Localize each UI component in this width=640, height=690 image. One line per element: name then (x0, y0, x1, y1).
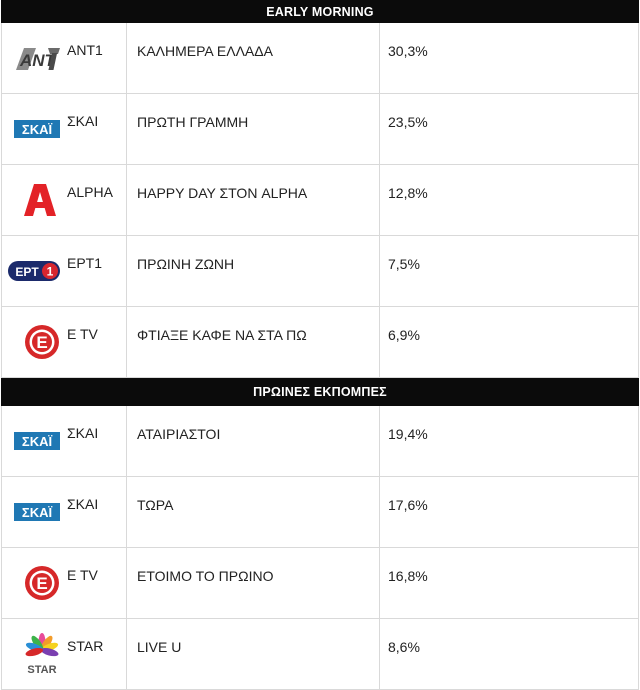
ert-logo-number: 1 (47, 265, 54, 279)
channel-name: ALPHA (67, 184, 113, 200)
share-cell: 19,4% (379, 405, 639, 477)
share-cell: 8,6% (379, 618, 639, 690)
section-header-morning-shows: ΠΡΩΙΝΕΣ ΕΚΠΟΜΠΕΣ (1, 377, 639, 406)
show-cell: ΑΤΑΙΡΙΑΣΤΟΙ (126, 405, 380, 477)
ant1-logo-text: ANT (19, 51, 57, 70)
share-value: 19,4% (388, 426, 428, 442)
ant1-logo: ANT (14, 36, 66, 80)
channel-cell: ALPHA (1, 164, 127, 236)
table-row: ΣΚΑΪ ΣΚΑΙ ΑΤΑΙΡΙΑΣΤΟΙ 19,4% (1, 405, 639, 477)
show-name: LIVE U (137, 639, 182, 655)
table-row: E E TV ΕΤΟΙΜΟ ΤΟ ΠΡΩΙΝΟ 16,8% (1, 547, 639, 619)
channel-cell: ΕΡΤ 1 ΕΡΤ1 (1, 235, 127, 307)
section-header-early-morning: EARLY MORNING (1, 0, 639, 23)
ert1-logo: ΕΡΤ 1 (8, 249, 66, 293)
skai-logo: ΣΚΑΪ (14, 107, 66, 151)
channel-name: ΣΚΑΙ (67, 113, 99, 129)
channel-name: E TV (67, 326, 98, 342)
channel-name: ΣΚΑΙ (67, 496, 99, 512)
show-cell: ΠΡΩΙΝΗ ΖΩΝΗ (126, 235, 380, 307)
show-cell: ΤΩΡΑ (126, 476, 380, 548)
channel-name: STAR (67, 638, 104, 654)
channel-cell: E E TV (1, 306, 127, 378)
channel-cell: E E TV (1, 547, 127, 619)
show-name: ΚΑΛΗΜΕΡΑ ΕΛΛΑΔΑ (137, 43, 273, 59)
channel-cell: ΣΚΑΪ ΣΚΑΙ (1, 93, 127, 165)
etv-logo-text: E (36, 574, 47, 593)
section-title: EARLY MORNING (1, 0, 639, 23)
table-row: E E TV ΦΤΙΑΞΕ ΚΑΦΕ ΝΑ ΣΤΑ ΠΩ 6,9% (1, 306, 639, 378)
show-cell: ΠΡΩΤΗ ΓΡΑΜΜΗ (126, 93, 380, 165)
share-value: 8,6% (388, 639, 420, 655)
share-cell: 12,8% (379, 164, 639, 236)
share-cell: 6,9% (379, 306, 639, 378)
share-value: 7,5% (388, 256, 420, 272)
channel-name: ΕΡΤ1 (67, 255, 103, 271)
show-cell: LIVE U (126, 618, 380, 690)
table-row: ΣΚΑΪ ΣΚΑΙ ΤΩΡΑ 17,6% (1, 476, 639, 548)
show-name: ΕΤΟΙΜΟ ΤΟ ΠΡΩΙΝΟ (137, 568, 274, 584)
etv-logo: E (14, 561, 66, 605)
share-value: 16,8% (388, 568, 428, 584)
channel-name: E TV (67, 567, 98, 583)
channel-cell: ANT ANT1 (1, 22, 127, 94)
table-row: ALPHA HAPPY DAY ΣΤΟΝ ALPHA 12,8% (1, 164, 639, 236)
show-name: ΠΡΩΙΝΗ ΖΩΝΗ (137, 256, 235, 272)
skai-logo-text: ΣΚΑΪ (22, 122, 53, 137)
skai-logo-text: ΣΚΑΪ (22, 505, 53, 520)
share-cell: 7,5% (379, 235, 639, 307)
table-row: ΣΚΑΪ ΣΚΑΙ ΠΡΩΤΗ ΓΡΑΜΜΗ 23,5% (1, 93, 639, 165)
star-logo: STAR (14, 632, 66, 676)
show-cell: ΦΤΙΑΞΕ ΚΑΦΕ ΝΑ ΣΤΑ ΠΩ (126, 306, 380, 378)
skai-logo: ΣΚΑΪ (14, 419, 66, 463)
show-cell: ΕΤΟΙΜΟ ΤΟ ΠΡΩΙΝΟ (126, 547, 380, 619)
share-value: 12,8% (388, 185, 428, 201)
share-cell: 30,3% (379, 22, 639, 94)
share-cell: 17,6% (379, 476, 639, 548)
channel-cell: ΣΚΑΪ ΣΚΑΙ (1, 405, 127, 477)
show-name: ΤΩΡΑ (137, 497, 174, 513)
ert-logo-text: ΕΡΤ (15, 265, 39, 279)
skai-logo-text: ΣΚΑΪ (22, 434, 53, 449)
show-name: ΦΤΙΑΞΕ ΚΑΦΕ ΝΑ ΣΤΑ ΠΩ (137, 327, 307, 343)
share-cell: 16,8% (379, 547, 639, 619)
etv-logo: E (14, 320, 66, 364)
share-cell: 23,5% (379, 93, 639, 165)
share-value: 30,3% (388, 43, 428, 59)
channel-name: ΣΚΑΙ (67, 425, 99, 441)
show-cell: ΚΑΛΗΜΕΡΑ ΕΛΛΑΔΑ (126, 22, 380, 94)
etv-logo-text: E (36, 333, 47, 352)
table-row: ΕΡΤ 1 ΕΡΤ1 ΠΡΩΙΝΗ ΖΩΝΗ 7,5% (1, 235, 639, 307)
show-name: HAPPY DAY ΣΤΟΝ ALPHA (137, 185, 308, 201)
show-name: ΑΤΑΙΡΙΑΣΤΟΙ (137, 426, 221, 442)
channel-name: ANT1 (67, 42, 103, 58)
share-value: 17,6% (388, 497, 428, 513)
channel-cell: ΣΚΑΪ ΣΚΑΙ (1, 476, 127, 548)
skai-logo: ΣΚΑΪ (14, 490, 66, 534)
channel-cell: STAR STAR (1, 618, 127, 690)
table-row: STAR STAR LIVE U 8,6% (1, 618, 639, 690)
table-row: ANT ANT1 ΚΑΛΗΜΕΡΑ ΕΛΛΑΔΑ 30,3% (1, 22, 639, 94)
share-value: 6,9% (388, 327, 420, 343)
section-title: ΠΡΩΙΝΕΣ ΕΚΠΟΜΠΕΣ (1, 377, 639, 406)
alpha-logo (14, 178, 66, 222)
show-name: ΠΡΩΤΗ ΓΡΑΜΜΗ (137, 114, 249, 130)
star-logo-text: STAR (27, 664, 56, 676)
show-cell: HAPPY DAY ΣΤΟΝ ALPHA (126, 164, 380, 236)
share-value: 23,5% (388, 114, 428, 130)
